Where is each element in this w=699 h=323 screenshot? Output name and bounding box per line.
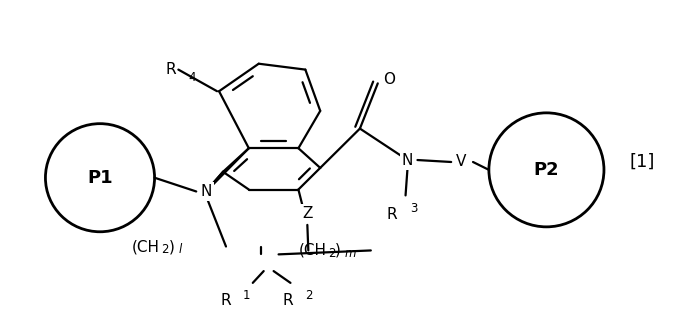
Text: (CH: (CH xyxy=(131,239,160,254)
Text: ): ) xyxy=(168,239,174,254)
Text: [1]: [1] xyxy=(630,153,656,171)
Text: O: O xyxy=(383,72,395,87)
Text: 3: 3 xyxy=(410,202,418,215)
Text: P1: P1 xyxy=(87,169,113,187)
Text: 4: 4 xyxy=(188,71,196,84)
Text: R: R xyxy=(387,207,398,222)
Text: V: V xyxy=(456,154,466,170)
Text: l: l xyxy=(178,243,182,256)
Text: R: R xyxy=(283,293,294,308)
Text: m: m xyxy=(345,247,356,260)
Text: P2: P2 xyxy=(533,161,559,179)
Text: N: N xyxy=(201,184,212,199)
Text: N: N xyxy=(402,152,413,168)
Text: 1: 1 xyxy=(243,289,250,302)
Text: 2: 2 xyxy=(161,243,169,256)
Text: (CH: (CH xyxy=(298,243,326,258)
Text: 2: 2 xyxy=(305,289,313,302)
Text: R: R xyxy=(220,293,231,308)
Text: R: R xyxy=(166,62,176,77)
Text: ): ) xyxy=(335,243,341,258)
Text: Z: Z xyxy=(302,206,312,221)
Text: 2: 2 xyxy=(328,247,336,260)
